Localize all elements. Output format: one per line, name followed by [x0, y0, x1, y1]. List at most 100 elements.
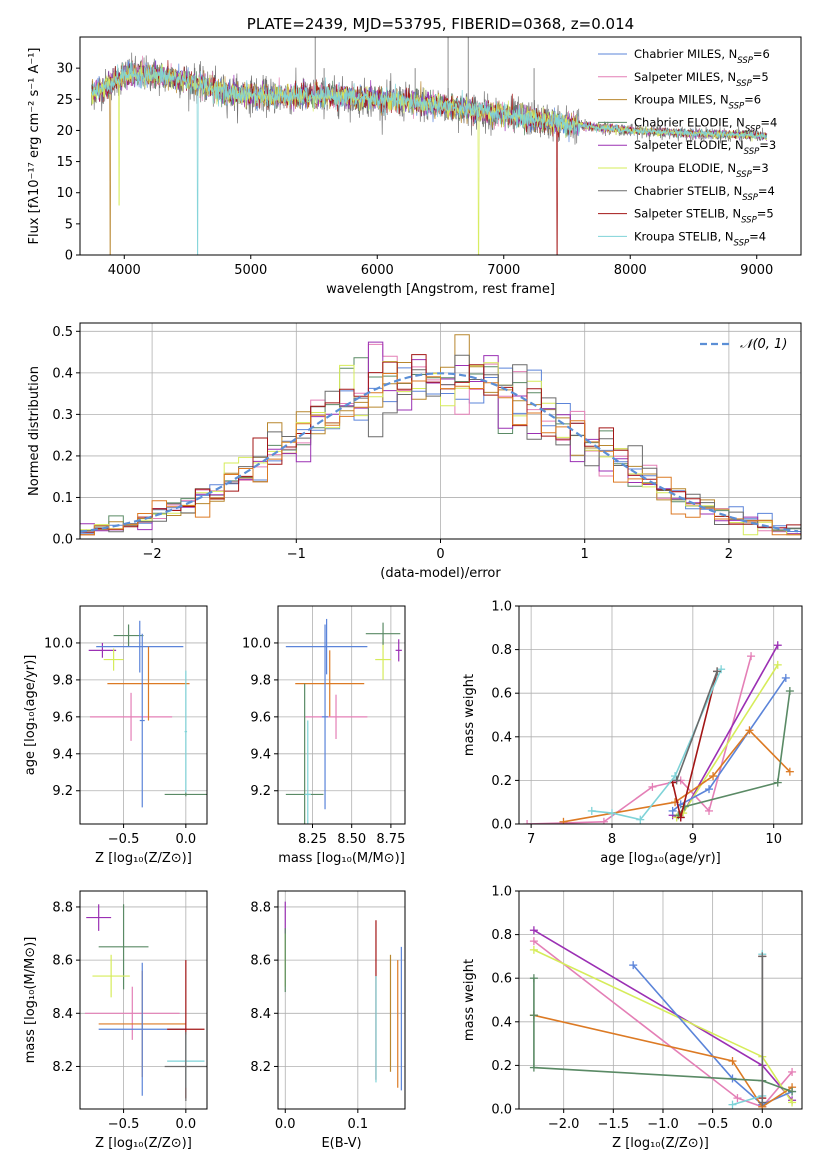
- spectrum-series-kroupa-elodie: [91, 62, 767, 255]
- plot-frame: [277, 890, 406, 1110]
- x-tick-label: 8.25: [298, 832, 327, 847]
- weight-series: [533, 1014, 793, 1108]
- x-axis-label: Z [log₁₀(Z/Z⊙)]: [95, 1136, 192, 1151]
- y-tick-label: 0.5: [52, 325, 73, 340]
- plot-frame: [79, 36, 802, 256]
- y-axis-label: age [log₁₀(age/yr)]: [23, 655, 38, 776]
- spectrum-series-kroupa-stelib: [91, 61, 767, 255]
- x-axis-label: Z [log₁₀(Z/Z⊙)]: [612, 1136, 709, 1151]
- legend-entry: Chabrier ELODIE, NSSP=4: [634, 115, 777, 134]
- y-tick-label: 10.0: [242, 636, 271, 651]
- y-tick-label: 0.8: [491, 928, 512, 943]
- mass-vs-EBV-panel: 0.0 0.1 8.2 8.4 8.6 8.8 E(B-V): [250, 890, 406, 1151]
- chart-title: PLATE=2439, MJD=53795, FIBERID=0368, z=0…: [247, 15, 634, 33]
- x-tick-label: 7000: [487, 263, 520, 278]
- plot-frame: [277, 605, 406, 825]
- x-tick-label: −1: [287, 547, 306, 562]
- weight-vs-Z-panel: −2.0 −1.5 −1.0 −0.5 0.0 0.0 0.2 0.4 0.6 0.8 1.0 Z […: [462, 885, 803, 1151]
- y-axis-label: mass [log₁₀(M/M⊙)]: [23, 937, 38, 1064]
- x-tick-label: 9000: [740, 263, 773, 278]
- y-tick-label: 8.8: [250, 900, 271, 915]
- plot-frame: [518, 605, 803, 825]
- spectrum-lines: [91, 37, 768, 255]
- y-axis-label: mass weight: [462, 674, 477, 756]
- x-tick-label: 0.0: [175, 832, 196, 847]
- residuals-panel: −2 −1 0 1 2 0.0 0.1 0.2 0.3 0.4 0.5 (data-model)/er…: [27, 322, 802, 581]
- x-tick-label: 2: [725, 547, 733, 562]
- y-tick-label: 9.8: [250, 673, 271, 688]
- x-tick-label: 8.50: [337, 832, 366, 847]
- x-tick-label: 0.0: [752, 1117, 773, 1132]
- weight-series: [527, 655, 752, 824]
- y-tick-label: 0.2: [491, 1059, 512, 1074]
- errorbars: [84, 904, 207, 1102]
- y-tick-label: 8.8: [52, 900, 73, 915]
- x-tick-label: 4000: [108, 263, 141, 278]
- x-axis-label: wavelength [Angstrom, rest frame]: [326, 282, 555, 297]
- y-tick-label: 8.2: [52, 1060, 73, 1075]
- weight-series: [591, 668, 722, 821]
- x-axis-label: E(B-V): [321, 1136, 361, 1151]
- x-tick-label: 9: [689, 832, 697, 847]
- y-tick-label: 0.6: [491, 687, 512, 702]
- weight-vs-age-panel: 7 8 9 10 0.0 0.2 0.4 0.6 0.8 1.0 age [log₁₀(age/yr…: [462, 600, 803, 866]
- x-tick-label: 5000: [234, 263, 267, 278]
- y-tick-label: 5: [65, 217, 73, 232]
- legend-entry: 𝒩(0, 1): [740, 337, 787, 352]
- mass-vs-Z-panel: −0.5 0.0 8.2 8.4 8.6 8.8 Z [log₁₀(Z/Z⊙)] mass […: [23, 890, 208, 1151]
- x-tick-label: −0.5: [108, 832, 140, 847]
- age-vs-Z-panel: −0.5 0.0 9.2 9.4 9.6 9.8 10.0 Z [log₁₀(Z/Z⊙)] ag…: [23, 605, 208, 866]
- x-axis-label: mass [log₁₀(M/M⊙)]: [278, 851, 405, 866]
- legend-entry: Kroupa MILES, NSSP=6: [634, 93, 761, 112]
- y-tick-label: 0.3: [52, 408, 73, 423]
- y-tick-label: 0.8: [491, 643, 512, 658]
- x-tick-label: 7: [527, 832, 535, 847]
- weight-lines: [529, 926, 797, 1109]
- y-tick-label: 0: [65, 249, 73, 264]
- x-tick-label: 0.0: [175, 1117, 196, 1132]
- x-tick-label: 0.0: [275, 1117, 296, 1132]
- legend-entry: Kroupa ELODIE, NSSP=3: [634, 161, 769, 180]
- legend-entry: Chabrier STELIB, NSSP=4: [634, 184, 775, 203]
- weight-series: [675, 671, 718, 781]
- legend-entry: Kroupa STELIB, NSSP=4: [634, 229, 766, 248]
- y-tick-label: 1.0: [491, 600, 512, 615]
- y-axis-label: Flux [fλ10⁻¹⁷ erg cm⁻² s⁻¹ A⁻¹]: [27, 48, 42, 245]
- plot-frame: [79, 322, 802, 540]
- normal-curve: [80, 372, 799, 533]
- y-tick-label: 9.4: [250, 747, 271, 762]
- x-axis-label: Z [log₁₀(Z/Z⊙)]: [95, 851, 192, 866]
- histogram-series: [80, 373, 801, 539]
- x-tick-label: −1.0: [647, 1117, 679, 1132]
- x-axis-label: age [log₁₀(age/yr)]: [600, 851, 721, 866]
- y-tick-label: 9.2: [52, 784, 73, 799]
- y-tick-label: 0.2: [491, 774, 512, 789]
- y-tick-label: 0.4: [52, 366, 73, 381]
- age-vs-mass-panel: 8.25 8.50 8.75 9.2 9.4 9.6 9.8 10.0 mass [log₁₀(…: [242, 605, 406, 866]
- y-axis-label: mass weight: [462, 959, 477, 1041]
- x-axis-label: (data-model)/error: [380, 566, 501, 581]
- x-tick-label: 8000: [614, 263, 647, 278]
- y-tick-label: 0.0: [491, 1103, 512, 1118]
- plot-frame: [518, 890, 803, 1110]
- histograms: [80, 334, 801, 539]
- errorbars: [284, 901, 402, 1091]
- plot-frame: [79, 890, 208, 1110]
- y-tick-label: 8.4: [52, 1007, 73, 1022]
- legend: Chabrier MILES, NSSP=6 Salpeter MILES, NS…: [598, 47, 777, 248]
- y-tick-label: 0.4: [491, 1015, 512, 1030]
- x-tick-label: 0: [436, 547, 444, 562]
- y-tick-label: 0.2: [52, 449, 73, 464]
- x-tick-label: −2: [143, 547, 162, 562]
- y-tick-label: 0.0: [491, 818, 512, 833]
- x-tick-label: 10: [765, 832, 782, 847]
- x-tick-label: 1: [581, 547, 589, 562]
- x-tick-label: 8.75: [376, 832, 405, 847]
- x-tick-label: 0.1: [347, 1117, 368, 1132]
- y-tick-label: 9.2: [250, 784, 271, 799]
- y-tick-label: 10.0: [44, 636, 73, 651]
- x-tick-label: 6000: [361, 263, 394, 278]
- y-tick-label: 0.0: [52, 533, 73, 548]
- plot-frame: [79, 605, 208, 825]
- y-tick-label: 9.6: [52, 710, 73, 725]
